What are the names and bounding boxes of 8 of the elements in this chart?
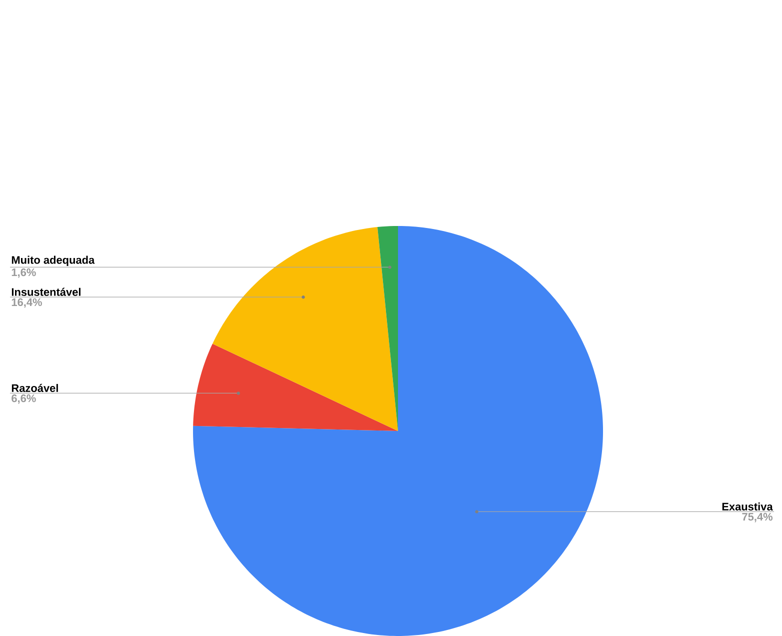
data-label: 6,6% [12, 394, 36, 404]
slice-label: Razoável [12, 384, 58, 392]
data-label: 16,4% [12, 298, 42, 308]
slice-label: Insustentável [12, 288, 80, 296]
data-label: 1,6% [12, 268, 36, 278]
slice-label: Exaustiva [722, 502, 773, 511]
data-label: 75,4% [742, 512, 773, 522]
slice-label: Muito adequada [12, 256, 95, 266]
